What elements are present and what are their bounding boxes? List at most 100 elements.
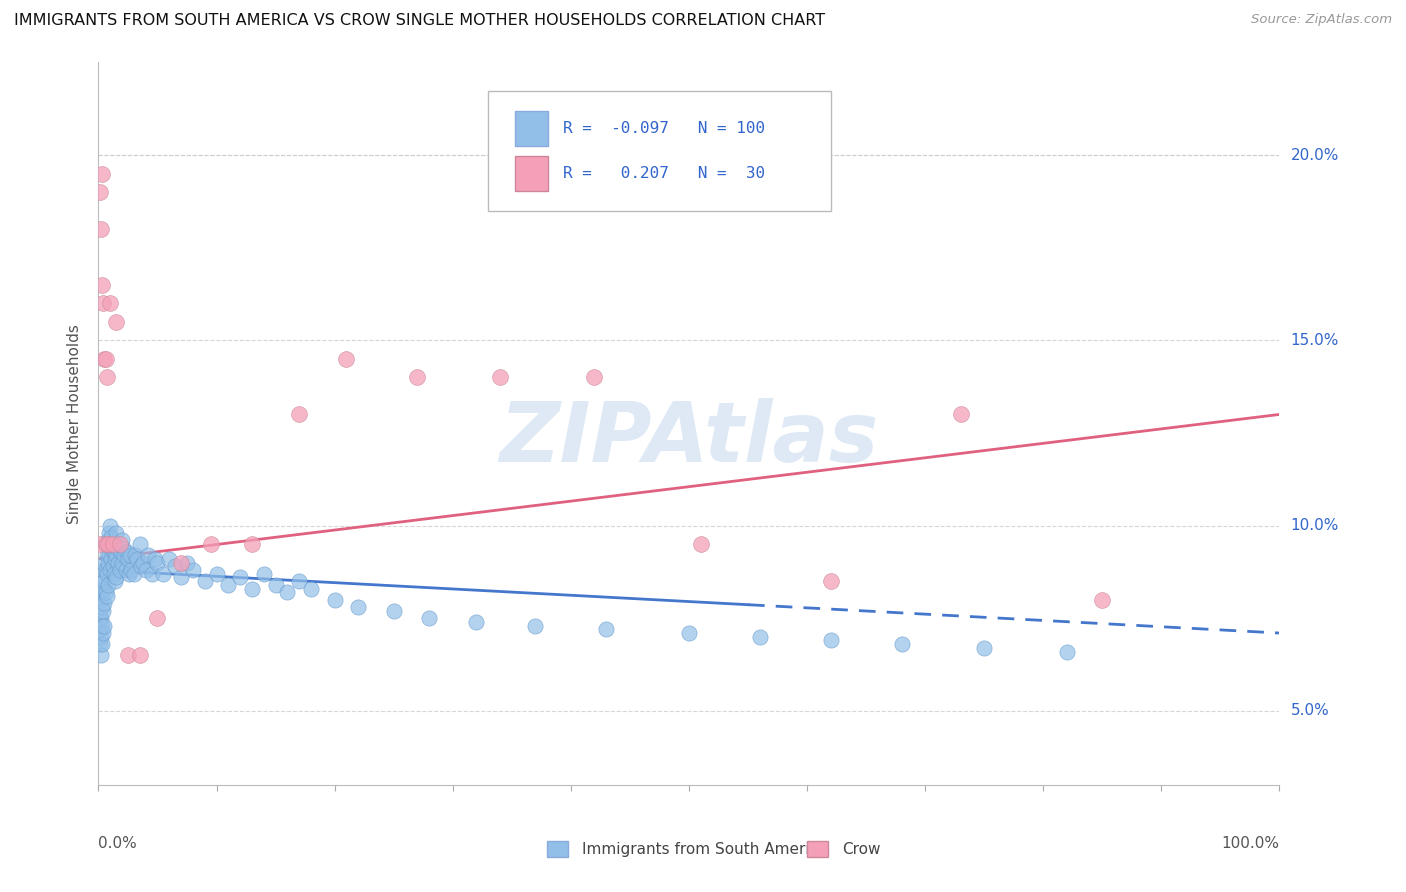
- Point: [240, 537, 263, 551]
- Point: [288, 574, 311, 589]
- Point: [93, 556, 115, 570]
- Point: [121, 563, 143, 577]
- Text: Source: ZipAtlas.com: Source: ZipAtlas.com: [1251, 13, 1392, 27]
- Point: [96, 566, 118, 581]
- Point: [143, 552, 166, 566]
- Point: [97, 556, 120, 570]
- Point: [89, 637, 111, 651]
- Point: [93, 351, 115, 366]
- Point: [98, 296, 121, 310]
- Point: [288, 408, 311, 422]
- Point: [129, 559, 152, 574]
- Point: [89, 623, 111, 637]
- Point: [200, 537, 222, 551]
- Point: [120, 548, 142, 562]
- Point: [117, 552, 139, 566]
- Point: [105, 541, 128, 555]
- Text: Crow: Crow: [842, 842, 880, 856]
- Point: [104, 574, 127, 589]
- Point: [97, 537, 120, 551]
- Point: [748, 630, 770, 644]
- Point: [91, 167, 114, 181]
- Point: [181, 563, 204, 577]
- Point: [347, 600, 370, 615]
- Point: [101, 537, 124, 551]
- Point: [165, 559, 187, 574]
- FancyBboxPatch shape: [516, 156, 548, 191]
- Point: [91, 626, 114, 640]
- Point: [100, 530, 122, 544]
- Point: [240, 582, 263, 596]
- Point: [217, 578, 239, 592]
- FancyBboxPatch shape: [516, 111, 548, 145]
- Point: [96, 370, 118, 384]
- Point: [108, 537, 131, 551]
- Point: [107, 556, 129, 570]
- Point: [890, 637, 912, 651]
- Point: [170, 556, 193, 570]
- Point: [146, 556, 169, 570]
- Point: [94, 537, 117, 551]
- Point: [689, 537, 711, 551]
- Point: [94, 585, 117, 599]
- Point: [111, 556, 134, 570]
- Point: [90, 611, 112, 625]
- Point: [128, 537, 150, 551]
- Point: [115, 544, 138, 558]
- Point: [128, 648, 150, 663]
- Point: [110, 544, 132, 558]
- Point: [91, 604, 114, 618]
- Point: [595, 623, 617, 637]
- Point: [101, 559, 124, 574]
- Point: [91, 618, 114, 632]
- Point: [194, 574, 217, 589]
- Point: [112, 541, 135, 555]
- Point: [91, 296, 114, 310]
- Point: [157, 552, 180, 566]
- Point: [93, 574, 115, 589]
- Text: R =  -0.097   N = 100: R = -0.097 N = 100: [562, 120, 765, 136]
- Text: 5.0%: 5.0%: [1291, 704, 1329, 718]
- Point: [117, 648, 139, 663]
- Point: [264, 578, 287, 592]
- Point: [105, 526, 128, 541]
- Point: [105, 570, 128, 584]
- Point: [678, 626, 700, 640]
- Point: [98, 541, 121, 555]
- Point: [276, 585, 298, 599]
- Point: [91, 563, 114, 577]
- Point: [94, 537, 117, 551]
- Point: [1091, 592, 1114, 607]
- Point: [89, 592, 111, 607]
- Point: [90, 630, 112, 644]
- Text: R =   0.207   N =  30: R = 0.207 N = 30: [562, 166, 765, 181]
- Point: [524, 618, 547, 632]
- Point: [583, 370, 606, 384]
- Point: [141, 566, 163, 581]
- Point: [89, 537, 111, 551]
- Point: [93, 596, 115, 610]
- Point: [98, 518, 121, 533]
- Point: [111, 533, 134, 548]
- Point: [100, 552, 122, 566]
- Point: [176, 556, 198, 570]
- Point: [96, 589, 118, 603]
- Point: [489, 370, 512, 384]
- Point: [152, 566, 174, 581]
- Point: [105, 315, 128, 329]
- Text: Immigrants from South America: Immigrants from South America: [582, 842, 828, 856]
- Point: [122, 566, 145, 581]
- Point: [101, 537, 124, 551]
- Point: [146, 611, 169, 625]
- Text: 0.0%: 0.0%: [98, 836, 138, 851]
- Text: IMMIGRANTS FROM SOUTH AMERICA VS CROW SINGLE MOTHER HOUSEHOLDS CORRELATION CHART: IMMIGRANTS FROM SOUTH AMERICA VS CROW SI…: [14, 13, 825, 29]
- Point: [96, 548, 118, 562]
- Point: [135, 563, 157, 577]
- Point: [335, 351, 357, 366]
- Point: [91, 585, 114, 599]
- Point: [91, 600, 114, 615]
- Point: [253, 566, 276, 581]
- Point: [98, 548, 121, 562]
- Point: [136, 548, 159, 562]
- Point: [170, 570, 193, 584]
